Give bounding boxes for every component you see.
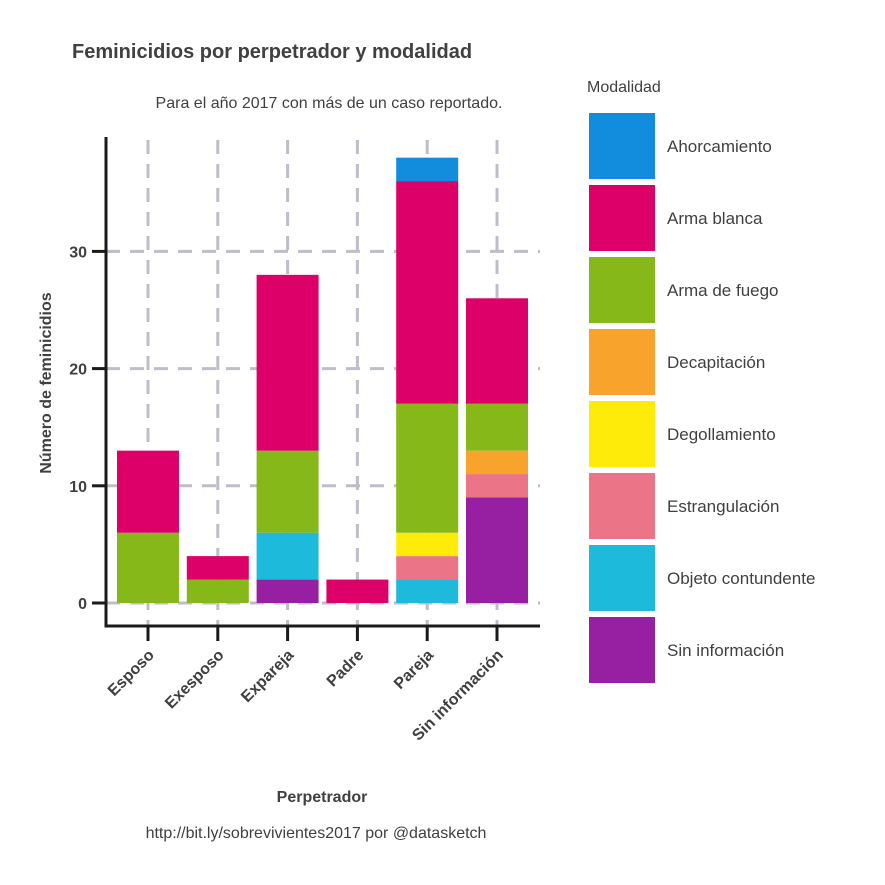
y-tick-label: 30 [69, 244, 87, 261]
bar-segment [186, 556, 249, 580]
x-tick-label: Exesposo [162, 647, 228, 713]
legend-label: Decapitación [667, 353, 765, 372]
legend-title: Modalidad [587, 79, 661, 96]
x-tick-label: Esposo [105, 647, 158, 700]
bar-segment [117, 450, 179, 533]
bar-segment [396, 181, 459, 404]
legend-swatch [589, 545, 655, 611]
legend-label: Degollamiento [667, 425, 776, 444]
legend-swatch [589, 257, 655, 323]
x-axis-title: Perpetrador [277, 789, 368, 806]
legend-swatch [589, 401, 655, 467]
bar-segment [256, 274, 319, 451]
bar-segment [466, 450, 528, 475]
legend-swatch [589, 113, 655, 179]
y-axis-title: Número de feminicidios [38, 292, 55, 473]
legend-label: Ahorcamiento [667, 137, 772, 156]
y-tick-label: 0 [78, 596, 87, 613]
y-axis-ticks: 0 10 20 30 [69, 244, 106, 613]
bar-segment [256, 450, 319, 533]
legend-label: Arma de fuego [667, 281, 779, 300]
axes [104, 137, 540, 628]
bar-segment [326, 579, 389, 603]
chart-title: Feminicidios por perpetrador y modalidad [72, 41, 472, 63]
legend-swatch [589, 473, 655, 539]
bars [117, 157, 528, 603]
legend-label: Sin información [667, 641, 784, 660]
legend-swatch [589, 329, 655, 395]
x-tick-label: Pareja [391, 647, 437, 693]
bar-segment [117, 532, 179, 603]
bar-segment [186, 579, 249, 603]
y-tick-label: 20 [69, 362, 87, 379]
bar-segment [396, 532, 459, 557]
legend-label: Arma blanca [667, 209, 763, 228]
bar-segment [466, 497, 528, 603]
bar-segment [466, 403, 528, 451]
y-tick-label: 10 [69, 479, 87, 496]
bar-segment [256, 579, 319, 603]
bar-segment [396, 157, 459, 182]
chart-subtitle: Para el año 2017 con más de un caso repo… [156, 95, 503, 112]
bar-segment [466, 298, 528, 404]
bar-segment [256, 532, 319, 580]
legend-label: Objeto contundente [667, 569, 815, 588]
legend-swatch [589, 185, 655, 251]
bar-segment [396, 579, 459, 603]
chart-caption: http://bit.ly/sobrevivientes2017 por @da… [146, 825, 487, 842]
legend: Ahorcamiento Arma blanca Arma de fuego Deca… [589, 113, 815, 683]
x-tick-label: Expareja [238, 647, 297, 706]
legend-swatch [589, 617, 655, 683]
bar-segment [396, 403, 459, 533]
bar-segment [466, 474, 528, 498]
legend-label: Estrangulación [667, 497, 779, 516]
bar-segment [396, 556, 459, 580]
x-tick-label: Padre [324, 647, 368, 691]
